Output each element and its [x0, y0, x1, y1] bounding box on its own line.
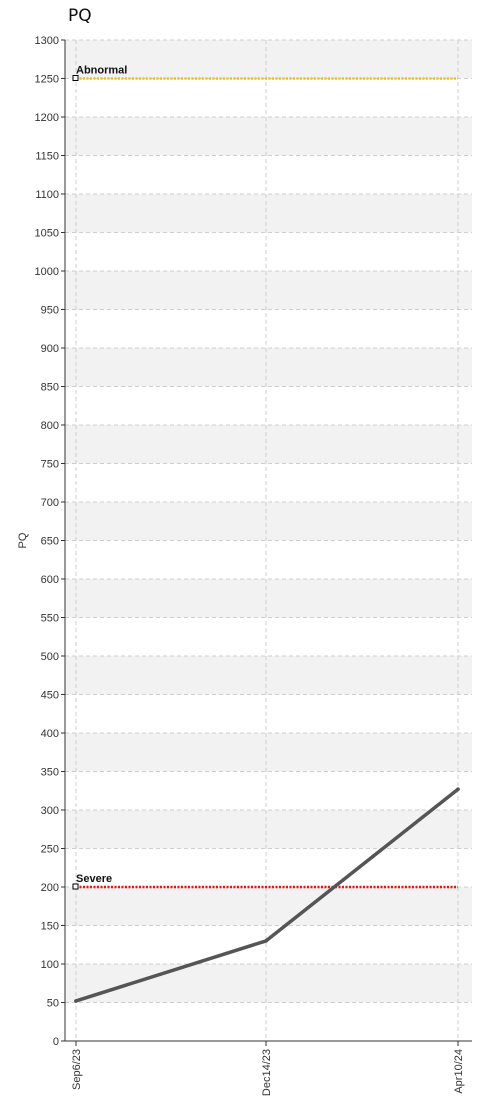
grid-lines: [65, 39, 472, 1041]
background-band: [65, 348, 472, 387]
y-tick-label: 1250: [35, 74, 59, 86]
y-tick-label: 700: [41, 497, 59, 509]
y-tick-label: 150: [41, 921, 59, 933]
y-tick-label: 1100: [35, 189, 59, 201]
y-tick-label: 500: [41, 651, 59, 663]
y-tick-label: 1300: [35, 35, 59, 47]
x-axis-ticks: Sep6/23 Dec14/23 Apr10/24: [71, 1041, 465, 1096]
background-band: [65, 425, 472, 464]
y-tick-label: 550: [41, 613, 59, 625]
y-tick-label: 50: [47, 998, 59, 1010]
y-tick-label: 750: [41, 459, 59, 471]
background-band: [65, 810, 472, 849]
y-tick-label: 1150: [35, 151, 59, 163]
y-tick-label: 350: [41, 767, 59, 779]
y-tick-label: 950: [41, 305, 59, 317]
background-band: [65, 964, 472, 1003]
x-tick-label: Sep6/23: [71, 1049, 83, 1090]
y-tick-label: 1000: [35, 266, 59, 278]
y-tick-label: 600: [41, 574, 59, 586]
data-point: [74, 999, 78, 1003]
chart-title: PQ: [68, 6, 92, 26]
background-bands: [65, 40, 472, 1003]
x-tick-label: Apr10/24: [453, 1049, 465, 1094]
y-tick-label: 250: [41, 844, 59, 856]
y-axis-title: PQ: [17, 532, 29, 548]
y-tick-label: 800: [41, 420, 59, 432]
background-band: [65, 40, 472, 79]
background-band: [65, 194, 472, 233]
data-point: [456, 787, 460, 792]
y-tick-label: 650: [41, 536, 59, 548]
reference-line-label: Severe: [76, 873, 112, 885]
y-axis-ticks: 0 50 100 150 200 250 300 350 400 450 500 550 600 650 7…: [35, 35, 65, 1048]
x-tick-label: Dec14/23: [261, 1049, 273, 1096]
data-series: [74, 787, 460, 1003]
y-tick-label: 100: [41, 959, 59, 971]
background-band: [65, 887, 472, 926]
reference-marker: [72, 883, 79, 890]
y-tick-label: 450: [41, 690, 59, 702]
background-band: [65, 271, 472, 310]
reference-line-label: Abnormal: [76, 65, 127, 77]
background-band: [65, 579, 472, 618]
y-tick-label: 0: [53, 1036, 59, 1048]
background-band: [65, 656, 472, 695]
background-band: [65, 117, 472, 156]
y-tick-label: 300: [41, 805, 59, 817]
y-tick-label: 400: [41, 728, 59, 740]
y-tick-label: 850: [41, 382, 59, 394]
data-point: [264, 939, 268, 943]
y-tick-label: 900: [41, 343, 59, 355]
y-tick-label: 200: [41, 882, 59, 894]
background-band: [65, 733, 472, 772]
background-band: [65, 502, 472, 541]
y-tick-label: 1050: [35, 228, 59, 240]
y-tick-label: 1200: [35, 112, 59, 124]
reference-marker: [72, 75, 79, 81]
reference-lines: Abnormal Severe: [72, 65, 458, 890]
